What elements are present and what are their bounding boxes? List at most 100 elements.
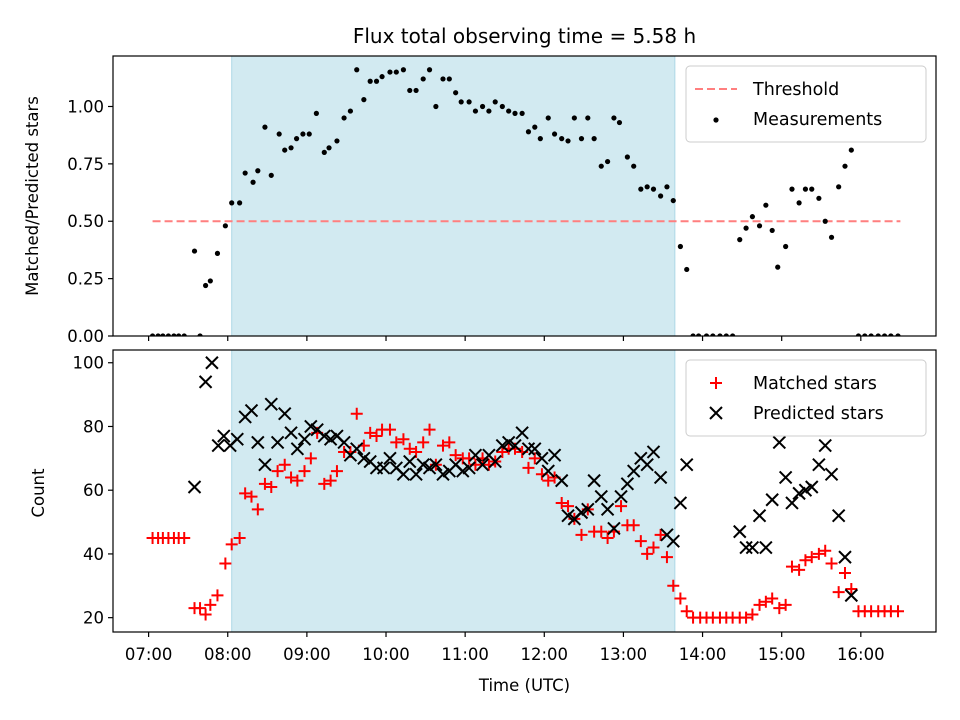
data-point [367, 78, 373, 84]
data-point [347, 108, 354, 114]
data-point [512, 110, 518, 116]
data-point [284, 426, 298, 440]
bottom-plot-area: 20 40 60 80 100 07:00 08:00 09:00 10:00 11:00 12:0… [73, 349, 937, 664]
data-point [855, 333, 862, 336]
data-point [733, 524, 747, 539]
data-point [255, 168, 261, 174]
data-point [818, 438, 832, 453]
data-point [486, 108, 492, 114]
data-point [654, 528, 667, 541]
series-matched-stars [146, 407, 905, 624]
data-point [499, 103, 505, 110]
data-point [670, 197, 676, 204]
data-point [574, 505, 589, 520]
data-point [318, 477, 331, 490]
data-point [155, 333, 161, 336]
data-point [462, 461, 476, 475]
series-measurements [149, 67, 901, 336]
data-point [743, 225, 749, 231]
data-point [297, 432, 312, 446]
data-point [575, 528, 588, 541]
data-point [591, 136, 597, 142]
data-point [417, 436, 430, 449]
data-point [293, 136, 300, 142]
data-point [407, 87, 413, 94]
data-point [202, 282, 209, 289]
x-tick-label: 07:00 [125, 645, 173, 664]
data-point [456, 464, 470, 478]
data-point [653, 470, 668, 485]
data-point [783, 243, 789, 250]
data-point [379, 74, 385, 80]
data-point [561, 508, 575, 523]
data-point [749, 214, 756, 220]
data-point [187, 480, 202, 494]
data-point [409, 467, 423, 481]
data-point [199, 608, 212, 621]
x-tick-label: 14:00 [679, 645, 727, 664]
data-point [868, 333, 874, 336]
data-point [278, 407, 292, 421]
data-point [607, 521, 621, 536]
data-point [723, 333, 729, 336]
data-point [258, 458, 272, 472]
data-point [191, 248, 198, 254]
data-point [282, 147, 288, 153]
data-point [832, 586, 845, 599]
top-plot-area: 0.00 0.25 0.50 0.75 1.00 Threshold Measurement… [67, 55, 937, 346]
data-point [433, 103, 439, 110]
data-point [515, 426, 529, 440]
data-point [624, 154, 630, 160]
data-point [763, 202, 769, 208]
data-point [836, 184, 842, 190]
data-point [541, 464, 555, 478]
data-point [825, 557, 838, 570]
shaded-interval [231, 56, 675, 336]
data-point [690, 333, 696, 336]
y-tick-label: 0.50 [67, 212, 104, 231]
data-point [838, 567, 851, 580]
data-point [330, 465, 343, 478]
data-point [323, 432, 338, 446]
legend-item-matched-stars: Matched stars [710, 374, 877, 394]
data-point [789, 186, 795, 192]
data-point [416, 458, 430, 472]
data-point [799, 554, 812, 567]
data-point [631, 163, 637, 169]
data-point [559, 136, 565, 142]
data-point [895, 333, 901, 336]
data-point [364, 426, 377, 439]
data-point [304, 452, 317, 465]
data-point [160, 333, 166, 336]
data-point [680, 605, 693, 618]
data-point [888, 333, 894, 336]
y-tick-label: 20 [83, 609, 104, 628]
data-point [680, 458, 694, 472]
data-point [824, 467, 839, 481]
data-point [354, 67, 360, 73]
data-point [845, 582, 858, 595]
data-point [436, 439, 449, 452]
data-point [475, 458, 490, 472]
x-tick-label: 10:00 [362, 645, 410, 664]
data-point [376, 461, 391, 475]
shaded-interval [231, 350, 675, 632]
data-point [453, 90, 459, 96]
data-point [819, 544, 832, 557]
data-point [892, 605, 905, 618]
data-point [641, 547, 654, 560]
data-point [488, 454, 502, 469]
data-point [222, 223, 228, 229]
legend-box [685, 359, 927, 437]
data-point [396, 467, 411, 481]
data-point [522, 461, 535, 474]
data-point [684, 266, 690, 273]
legend-label: Measurements [753, 110, 882, 130]
data-point [270, 435, 285, 450]
x-tick-label: 16:00 [837, 645, 885, 664]
data-point [664, 184, 670, 190]
data-point [745, 540, 760, 555]
data-point [677, 243, 683, 250]
data-point [446, 76, 452, 82]
